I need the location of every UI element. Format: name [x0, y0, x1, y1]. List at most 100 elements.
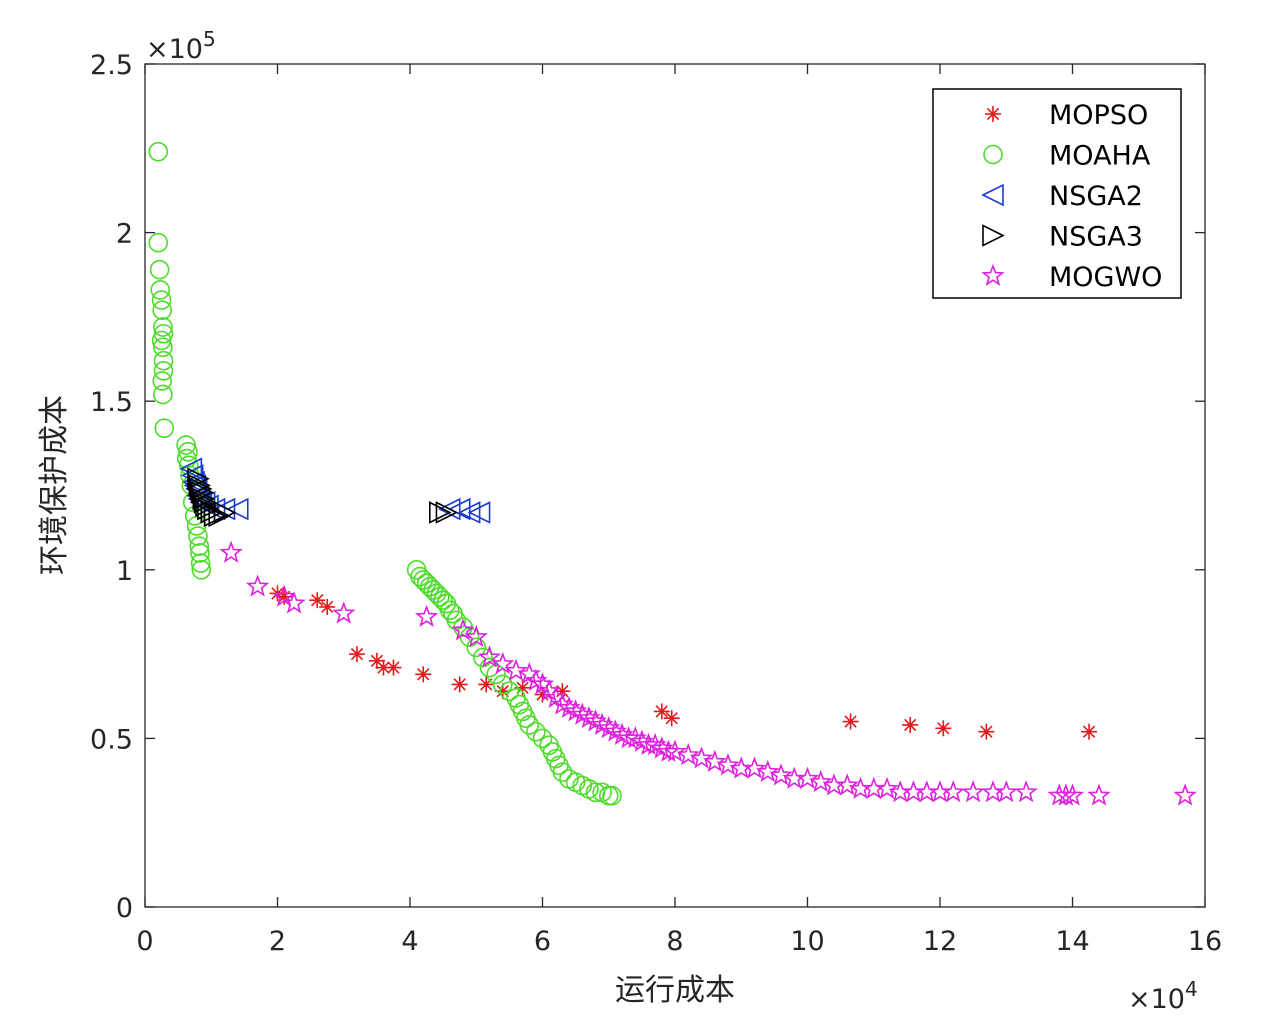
x-multiplier-exponent: 4 — [1185, 977, 1198, 1001]
moaha-point — [190, 553, 211, 573]
x-tick-label: 0 — [136, 926, 153, 957]
moaha-point — [420, 576, 440, 597]
y-tick-label: 2 — [116, 219, 133, 250]
series-moaha — [148, 141, 622, 806]
y-tick-label: 1.5 — [90, 387, 133, 418]
x-tick-label: 6 — [534, 926, 551, 957]
mopso-point — [842, 713, 859, 730]
moaha-point — [153, 350, 174, 371]
legend-marker-nsga2 — [981, 183, 1004, 207]
x-tick-label: 8 — [666, 926, 683, 957]
moaha-point — [152, 300, 173, 320]
mogwo-point — [1173, 783, 1197, 806]
moaha-point — [413, 570, 434, 590]
moaha-point — [148, 232, 169, 253]
mogwo-point — [219, 540, 243, 563]
moaha-point — [151, 290, 172, 310]
y-tick-label: 0 — [116, 893, 133, 924]
mogwo-point — [835, 773, 859, 796]
mogwo-point — [809, 769, 833, 793]
nsga3-point — [429, 501, 452, 524]
moaha-point — [149, 259, 170, 280]
data-points — [148, 141, 1197, 806]
legend-label: MOGWO — [1049, 262, 1162, 293]
moaha-point — [430, 586, 450, 607]
series-nsga3 — [187, 467, 459, 528]
moaha-point — [439, 600, 460, 621]
moaha-point — [499, 681, 520, 701]
moaha-point — [153, 317, 173, 337]
legend-label: MOAHA — [1049, 141, 1151, 172]
moaha-point — [191, 559, 212, 580]
mogwo-point — [1014, 780, 1038, 803]
mogwo-point — [756, 759, 780, 783]
nsga2-point — [225, 497, 249, 521]
nsga3-point — [189, 477, 213, 501]
mogwo-point — [1087, 783, 1111, 806]
moaha-point — [433, 590, 453, 610]
x-tick-label: 2 — [269, 926, 286, 957]
moaha-point — [190, 543, 210, 563]
moaha-point — [519, 715, 540, 735]
x-tick-label: 14 — [1055, 926, 1089, 957]
legend-item-nsga3: NSGA3 — [982, 222, 1143, 253]
x-tick-label: 10 — [790, 926, 824, 957]
moaha-point — [154, 418, 175, 438]
moaha-point — [152, 371, 173, 391]
moaha-point — [153, 361, 174, 381]
moaha-point — [552, 762, 573, 782]
nsga3-point — [213, 501, 237, 524]
mogwo-point — [332, 601, 356, 624]
mogwo-point — [689, 746, 714, 769]
y-tick-label: 1 — [116, 556, 133, 587]
moaha-point — [150, 280, 171, 300]
mopso-point — [978, 723, 995, 740]
axis-ticks: 0 2 4 6 8 10 12 14 16 0 0.5 1 1.5 2 2.5 — [90, 50, 1222, 957]
moaha-point — [178, 441, 198, 462]
nsga3-point — [435, 501, 459, 524]
legend-label: MOPSO — [1049, 100, 1148, 131]
legend-box — [932, 88, 1182, 299]
mogwo-point — [703, 749, 727, 772]
mopso-point — [663, 710, 680, 727]
legend-item-mopso: MOPSO — [985, 100, 1148, 131]
nsga2-point — [179, 457, 203, 480]
y-tick-label: 0.5 — [90, 724, 133, 755]
legend: MOPSO MOAHA NSGA2 NSGA3 MOGWO — [932, 88, 1182, 299]
series-mogwo — [219, 540, 1197, 806]
mogwo-point — [451, 618, 475, 641]
moaha-point — [410, 566, 430, 587]
nsga2-point — [467, 501, 491, 524]
moaha-point — [602, 785, 622, 806]
mopso-point — [349, 646, 365, 663]
y-tick-label: 2.5 — [90, 50, 133, 81]
mopso-point — [319, 598, 336, 615]
mogwo-point — [491, 651, 515, 675]
legend-marker-nsga3 — [982, 224, 1005, 247]
mopso-point — [478, 676, 495, 693]
mopso-point — [385, 659, 402, 676]
plot-border — [144, 63, 1206, 908]
mogwo-point — [676, 743, 700, 766]
mogwo-point — [663, 739, 687, 762]
mogwo-point — [742, 756, 767, 779]
moaha-point — [189, 536, 210, 556]
x-tick-label: 16 — [1188, 926, 1222, 957]
mopso-point — [902, 716, 919, 733]
moaha-point — [423, 580, 443, 600]
mogwo-point — [477, 645, 502, 668]
x-tick-label: 12 — [923, 926, 957, 957]
mogwo-point — [414, 604, 439, 627]
legend-item-mogwo: MOGWO — [981, 262, 1162, 293]
mogwo-point — [795, 766, 820, 789]
moaha-point — [466, 637, 487, 658]
nsga3-point — [191, 480, 214, 504]
legend-marker-mogwo — [981, 263, 1005, 286]
x-axis-title: 运行成本 — [615, 973, 735, 1008]
mogwo-point — [245, 574, 270, 597]
moaha-point — [526, 721, 546, 742]
moaha-point — [416, 573, 437, 594]
nsga3-point — [197, 497, 220, 521]
x-tick-label: 4 — [401, 926, 418, 957]
